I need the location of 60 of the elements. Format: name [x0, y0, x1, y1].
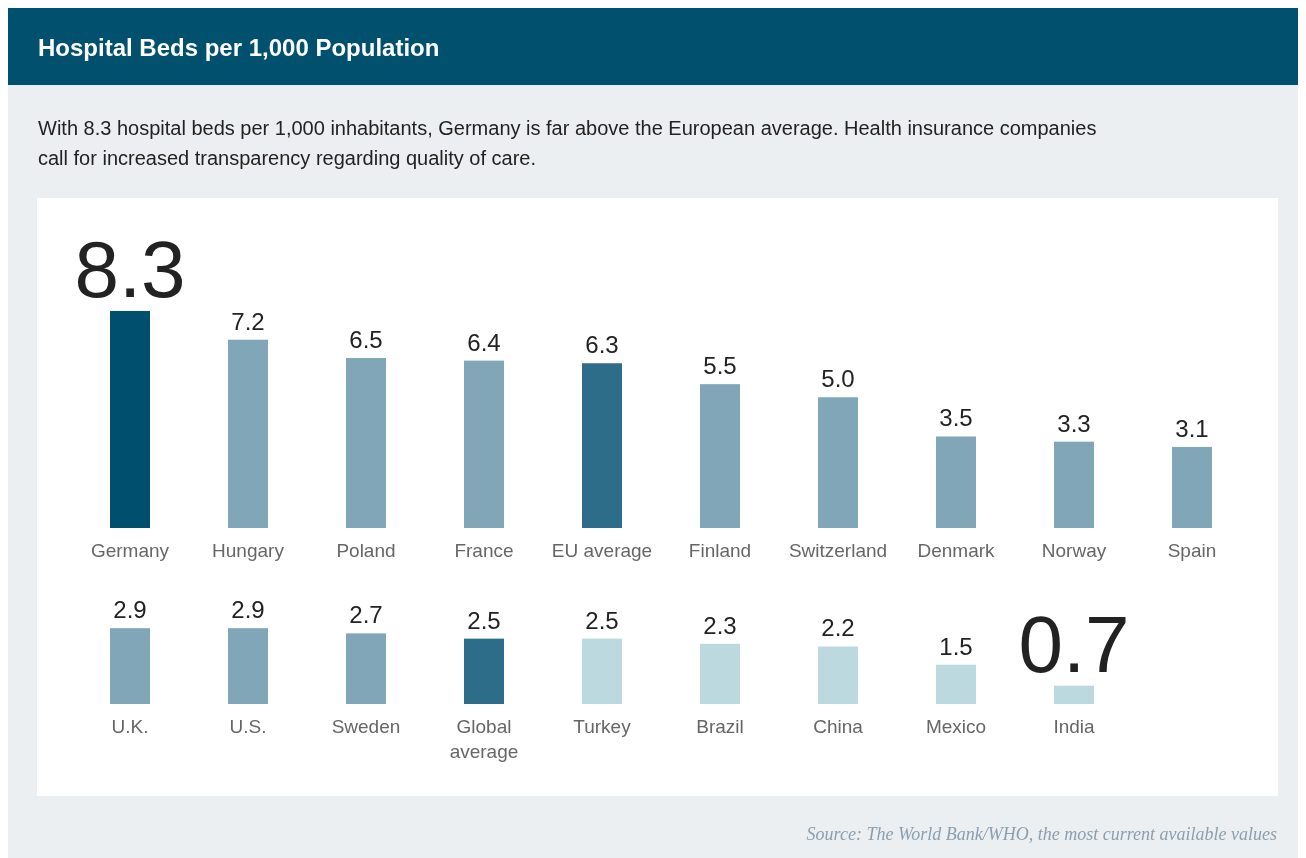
x-tick-label: China — [813, 716, 864, 737]
x-tick-label: India — [1053, 716, 1096, 737]
x-tick-label: Sweden — [331, 716, 401, 737]
x-tick-label: Norway — [1041, 540, 1107, 561]
bar — [1054, 685, 1094, 704]
bar — [346, 358, 386, 528]
data-label: 2.9 — [231, 596, 265, 624]
bar — [700, 643, 740, 704]
bar — [582, 363, 622, 528]
bar — [110, 628, 150, 704]
data-label: 6.3 — [585, 331, 619, 359]
data-label: 7.2 — [231, 307, 265, 335]
bar — [936, 436, 976, 528]
data-label: 2.7 — [349, 601, 383, 629]
bar — [346, 633, 386, 704]
x-tick-label: Spain — [1167, 540, 1217, 561]
bar — [228, 339, 268, 528]
data-label: 2.5 — [585, 606, 619, 634]
bar — [700, 384, 740, 528]
data-label: 8.3 — [74, 224, 186, 314]
data-label: 2.9 — [113, 596, 147, 624]
data-label: 2.3 — [703, 611, 737, 639]
x-tick-label: France — [454, 540, 514, 561]
data-label: 3.1 — [1175, 414, 1209, 442]
source-note: Source: The World Bank/WHO, the most current available values — [806, 824, 1277, 844]
x-tick-label: Finland — [688, 540, 752, 561]
bar — [1172, 446, 1212, 528]
x-tick-label: U.K. — [111, 716, 149, 737]
x-tick-label: Global average — [449, 716, 519, 762]
data-label: 5.0 — [821, 365, 855, 393]
bar — [936, 664, 976, 704]
x-tick-label: Mexico — [925, 716, 987, 737]
x-tick-label: EU average — [551, 540, 653, 561]
x-tick-label: Switzerland — [788, 540, 888, 561]
x-tick-label: Germany — [90, 540, 170, 561]
data-label: 1.5 — [939, 632, 973, 660]
bar — [1054, 441, 1094, 528]
data-label: 6.4 — [467, 328, 501, 356]
bar — [228, 628, 268, 704]
data-label: 6.5 — [349, 326, 383, 354]
data-label: 5.5 — [703, 352, 737, 380]
data-label: 0.7 — [1018, 599, 1130, 689]
x-tick-label: U.S. — [229, 716, 267, 737]
x-tick-label: Hungary — [212, 540, 285, 561]
data-label: 3.3 — [1057, 409, 1091, 437]
bar — [110, 310, 150, 528]
bar — [818, 646, 858, 704]
bar — [818, 397, 858, 528]
data-label: 2.2 — [821, 614, 855, 642]
bar — [582, 638, 622, 704]
bar — [464, 360, 504, 528]
x-tick-label: Denmark — [917, 540, 996, 561]
bar — [464, 638, 504, 704]
chart-title: Hospital Beds per 1,000 Population — [38, 34, 440, 61]
x-tick-label: Brazil — [696, 716, 744, 737]
data-label: 2.5 — [467, 606, 501, 634]
x-tick-label: Poland — [336, 540, 396, 561]
x-tick-label: Turkey — [573, 716, 632, 737]
chart-subtitle: With 8.3 hospital beds per 1,000 inhabitants, Germany is far above the European average. Health insurance companies call for increased transparency regarding quality of care. — [38, 117, 1097, 169]
data-label: 3.5 — [939, 404, 973, 432]
